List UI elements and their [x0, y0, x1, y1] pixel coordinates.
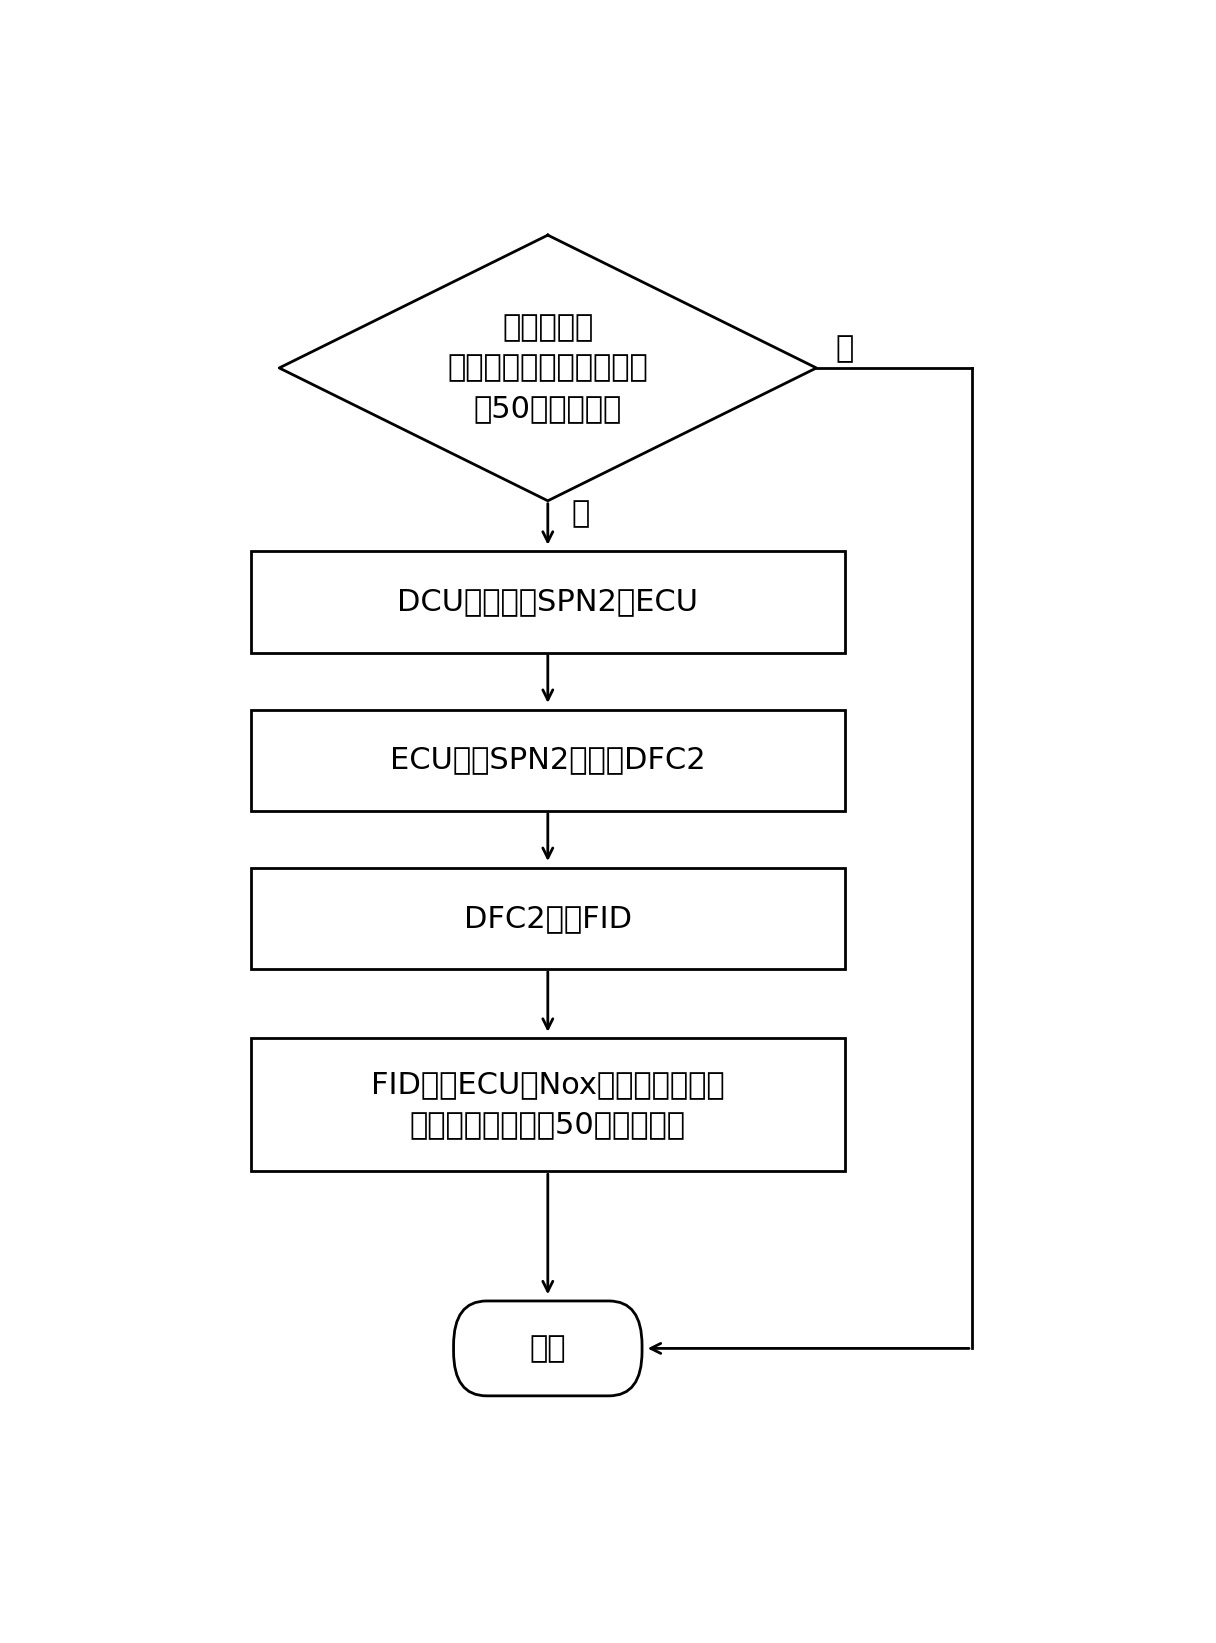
Text: 是: 是 [572, 499, 590, 527]
Text: FID关联ECU端Nox效率诊断不进行
且关联亮灯请求并50小时后限扭: FID关联ECU端Nox效率诊断不进行 且关联亮灯请求并50小时后限扭 [371, 1070, 725, 1140]
Bar [250, 868, 845, 969]
Text: DCU发送一个SPN2给ECU: DCU发送一个SPN2给ECU [398, 588, 698, 616]
FancyBboxPatch shape [454, 1301, 642, 1397]
Text: DFC2关联FID: DFC2关联FID [463, 904, 632, 933]
Bar [250, 1038, 845, 1171]
Text: ECU收到SPN2后触发DFC2: ECU收到SPN2后触发DFC2 [390, 746, 705, 774]
Text: 结束: 结束 [529, 1334, 567, 1364]
Bar [250, 710, 845, 810]
Bar [250, 552, 845, 652]
Text: 尿素泵出现
故障导致泵停，故障等级
为50小时后限扭: 尿素泵出现 故障导致泵停，故障等级 为50小时后限扭 [447, 312, 648, 422]
Text: 否: 否 [835, 335, 854, 363]
